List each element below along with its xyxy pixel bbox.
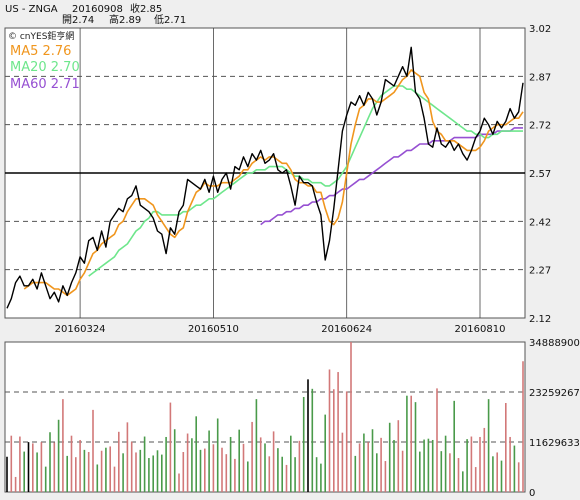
price-x-tick-label: 20160624 [321,324,372,335]
volume-y-tick-label: 0 [529,488,535,499]
legend-ma60: MA60 2.71 [10,77,80,92]
low-label: 低2.71 [154,13,186,26]
volume-y-tick-label: 34888900 [529,338,580,349]
volume-y-ticks: 34888900 23259267 11629633 0 [529,338,580,499]
price-x-tick-label: 20160324 [55,324,106,335]
price-x-tick-label: 20160810 [455,324,506,335]
symbol-label: US - ZNGA [5,4,58,15]
price-y-tick-label: 3.02 [529,24,551,35]
series-line-close [6,46,524,309]
high-label: 高2.89 [109,13,141,26]
open-label: 開2.74 [62,14,94,26]
price-y-tick-label: 2.57 [529,169,551,180]
series-line-ma20 [88,85,523,277]
price-lines [6,46,524,309]
price-y-tick-label: 2.27 [529,266,551,277]
volume-y-tick-label: 23259267 [529,388,580,399]
watermark: © cnYES鉅亨網 [8,30,74,42]
price-y-tick-label: 2.87 [529,72,551,83]
price-y-ticks: 3.02 2.87 2.72 2.57 2.42 2.27 2.12 [529,24,551,325]
volume-y-tick-label: 11629633 [529,438,580,449]
volume-bars [6,341,524,492]
price-y-tick-label: 2.12 [529,314,551,325]
legend-ma5: MA5 2.76 [10,44,71,59]
close-label: 收2.85 [130,2,162,15]
price-x-tick-label: 20160510 [188,324,239,335]
legend-ma20: MA20 2.70 [10,60,80,75]
price-y-tick-label: 2.42 [529,217,551,228]
volume-grid [5,391,525,443]
price-x-ticks: 20160324 20160510 20160624 20160810 [55,324,506,335]
price-grid [5,28,525,318]
date-label: 20160908 [72,4,123,15]
price-y-tick-label: 2.72 [529,121,551,132]
